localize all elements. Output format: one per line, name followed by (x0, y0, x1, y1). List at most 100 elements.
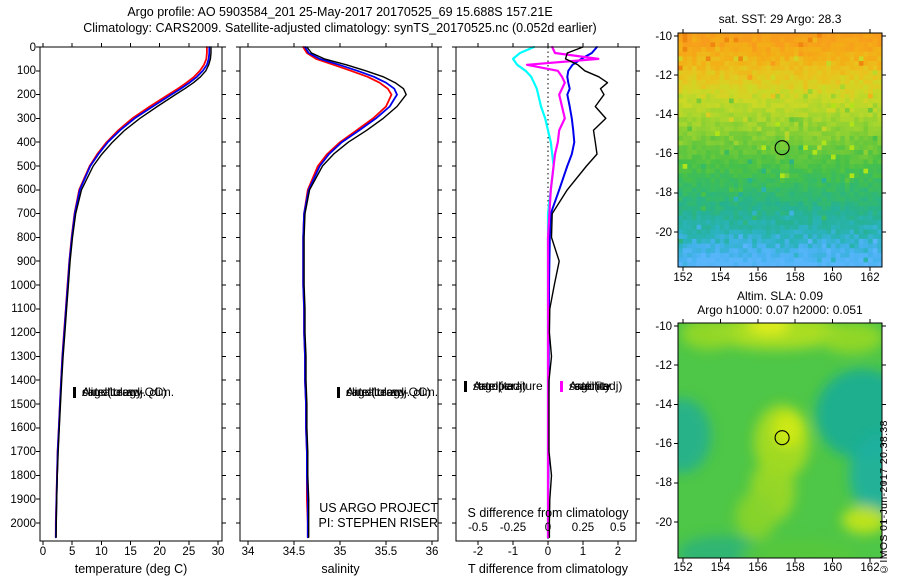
tick-label: -12 (655, 359, 672, 372)
tick-label: 162 (860, 562, 880, 574)
tick-label: 300 (16, 112, 36, 125)
tick-label: -2 (472, 546, 484, 558)
tick-label: -12 (655, 69, 672, 82)
legend-header: temperature (478, 379, 543, 393)
tick-label: 5 (68, 546, 76, 558)
tick-label: -1 (507, 546, 519, 558)
tick-label: -10 (655, 320, 672, 333)
tick-label: 156 (748, 272, 768, 284)
legend-item: Argo(-adj) (464, 379, 526, 394)
legend-label: satellite-adj. clim. (346, 385, 439, 399)
tick-label: 10 (94, 546, 108, 558)
tick-label: 160 (823, 272, 843, 284)
tick-label: 156 (748, 562, 768, 574)
tick-label: 20 (153, 546, 167, 558)
tick-label: 162 (860, 272, 880, 284)
tick-label: 1600 (10, 422, 36, 435)
tick-label: 1400 (10, 374, 36, 387)
tick-label: -14 (655, 398, 672, 411)
tick-label: -0.25 (499, 522, 527, 534)
tick-label: 1200 (10, 327, 36, 340)
temperature-axis-label: temperature (deg C) (74, 562, 188, 576)
s-difference-axis-label: S difference from climatology (467, 506, 629, 520)
tick-label: 1100 (11, 303, 36, 316)
legend-label: Argo(..raw -QC) (346, 385, 431, 399)
tick-label: 0 (544, 546, 552, 558)
tick-label: 1700 (10, 446, 36, 459)
legend-label: satellite (569, 379, 610, 393)
tick-label: 35 (333, 546, 347, 558)
tick-label: 154 (710, 272, 730, 284)
tick-label: 600 (16, 184, 36, 197)
tick-label: 1900 (10, 493, 36, 506)
legend-label: climatology (346, 385, 407, 399)
tick-label: 1800 (10, 469, 36, 482)
sst-map-title: sat. SST: 29 Argo: 28.3 (718, 12, 842, 26)
tick-label: 34 (241, 546, 255, 558)
tick-label: -16 (655, 148, 672, 161)
project-name: US ARGO PROJECT (319, 501, 438, 515)
tick-label: 25 (182, 546, 196, 558)
tick-label: 158 (785, 562, 805, 574)
legend-label: Argo(-adj) (569, 379, 623, 393)
salinity-axis-label: salinity (321, 562, 360, 576)
sla-map-subtitle: Argo h1000: 0.07 h2000: 0.051 (697, 303, 863, 317)
tick-label: -0.5 (468, 522, 488, 534)
tick-label: 0.25 (571, 522, 595, 534)
tick-label: 700 (16, 208, 36, 221)
legend-label: Argo(-adj) (473, 379, 527, 393)
tick-label: 500 (16, 160, 36, 173)
sla-map-title: Altim. SLA: 0.09 (736, 289, 824, 303)
legend-item: Argo(-adj) (560, 379, 622, 394)
tick-label: -16 (655, 438, 672, 451)
tick-label: 900 (16, 255, 36, 268)
tick-label: -20 (655, 516, 672, 529)
tick-label: 160 (823, 562, 843, 574)
figure-subtitle: Climatology: CARS2009. Satellite-adjuste… (83, 21, 597, 35)
tick-label: 2000 (10, 517, 36, 530)
tick-label: 36 (425, 546, 439, 558)
tick-label: 800 (16, 231, 36, 244)
tick-label: 100 (16, 65, 36, 78)
project-pi: PI: STEPHEN RISER (318, 516, 438, 530)
legend-header: salinity (574, 379, 611, 393)
tick-label: 152 (673, 562, 693, 574)
argo-t-swatch-icon (464, 381, 467, 392)
argo-s-swatch-icon (560, 381, 563, 392)
tick-label: 34.5 (282, 546, 306, 558)
tick-label: 0 (544, 522, 552, 534)
tick-label: 15 (124, 546, 137, 558)
argo-raw-swatch-icon (73, 387, 76, 398)
copyright-stamp: ©IMOS 01-Jun-2017 20:38:38 (878, 420, 890, 575)
legend-label: climatology (82, 385, 143, 399)
figure-title: Argo profile: AO 5903584_201 25-May-2017… (127, 5, 553, 19)
legend-item: Argo(..raw -QC) (73, 385, 167, 400)
tick-label: 30 (211, 546, 225, 558)
tick-label: 200 (16, 89, 36, 102)
tick-label: 1300 (10, 350, 36, 363)
legend-label: satellite (473, 379, 514, 393)
tick-label: 154 (710, 562, 730, 574)
tick-label: -10 (655, 30, 672, 43)
tick-label: 152 (673, 272, 693, 284)
tick-label: 0 (29, 41, 36, 54)
tick-label: 1500 (10, 398, 36, 411)
tick-label: 1 (579, 546, 587, 558)
tick-label: 2 (614, 546, 622, 558)
tick-label: -18 (655, 187, 672, 200)
argo-raw-swatch-icon (337, 387, 340, 398)
legend-label: satellite-adj. clim. (82, 385, 175, 399)
t-difference-axis-label: T difference from climatology (467, 562, 629, 576)
tick-label: -14 (655, 108, 672, 121)
tick-label: 1000 (10, 279, 36, 292)
tick-label: -20 (655, 226, 672, 239)
legend-item: Argo(..raw -QC) (337, 385, 431, 400)
legend-label: Argo(..raw -QC) (82, 385, 167, 399)
tick-label: 0 (39, 546, 47, 558)
tick-label: -18 (655, 477, 672, 490)
tick-label: 158 (785, 272, 805, 284)
tick-label: 0.5 (610, 522, 626, 534)
